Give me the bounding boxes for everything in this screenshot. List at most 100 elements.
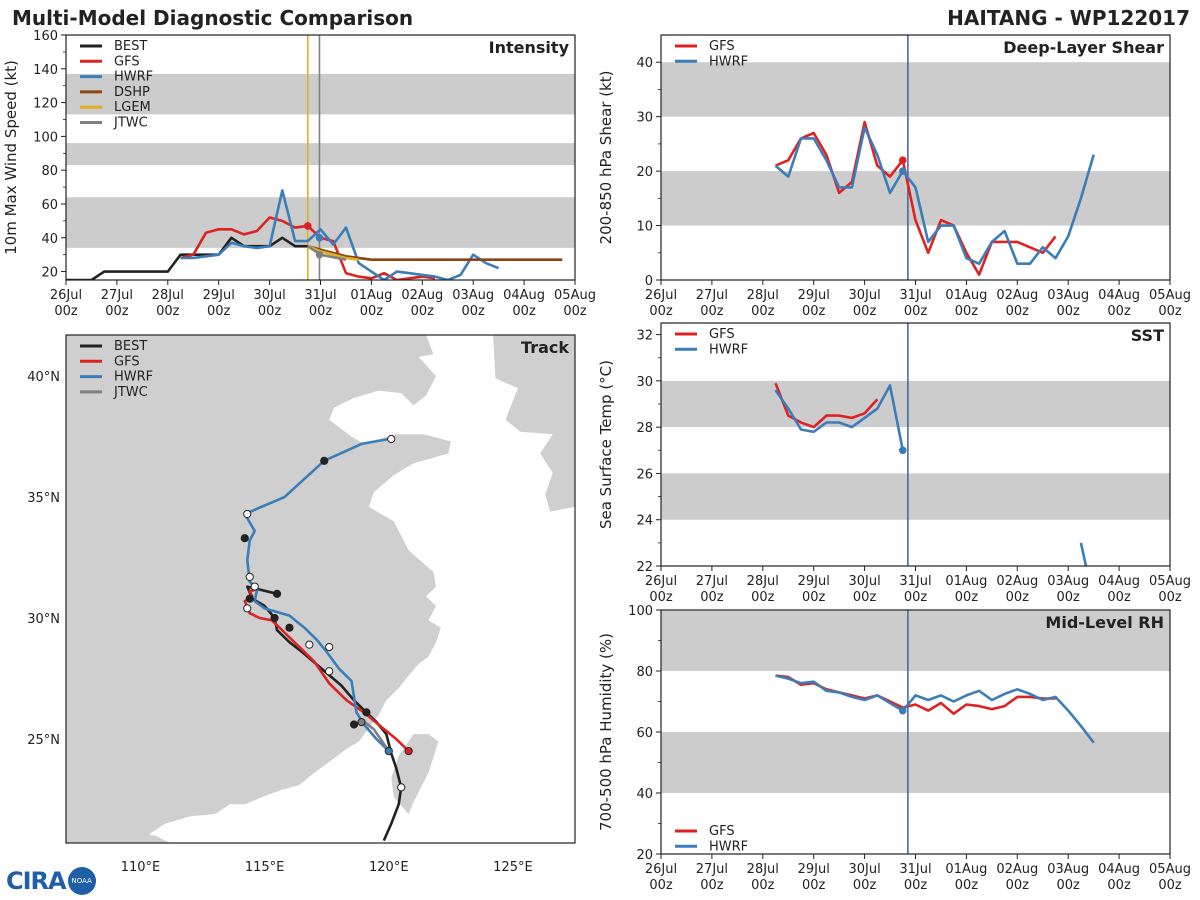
- intensity-xtick-date: 28Jul: [152, 288, 184, 303]
- rh-xtick-hour: 00z: [751, 878, 775, 893]
- track-position-dot: [349, 720, 359, 729]
- rh-xtick-date: 26Jul: [645, 862, 677, 877]
- intensity-series-best: [66, 236, 308, 280]
- rh-xtick-hour: 00z: [649, 878, 673, 893]
- shear-xtick-date: 04Aug: [1098, 288, 1140, 303]
- shear-xtick-date: 30Jul: [848, 288, 880, 303]
- shear-xtick-hour: 00z: [802, 304, 826, 319]
- shear-xtick-hour: 00z: [853, 304, 877, 319]
- legend-label-jtwc: JTWC: [113, 116, 148, 131]
- rh-xtick-date: 01Aug: [945, 862, 987, 877]
- rh-panel: 2040608010026Jul00z27Jul00z28Jul00z29Jul…: [597, 604, 1191, 893]
- intensity-ylabel: 10m Max Wind Speed (kt): [2, 60, 20, 255]
- intensity-xtick-hour: 00z: [207, 304, 231, 319]
- intensity-xtick-date: 02Aug: [401, 288, 443, 303]
- intensity-series-lgem: [307, 244, 359, 261]
- intensity-xtick-hour: 00z: [258, 304, 282, 319]
- intensity-xtick-hour: 00z: [512, 304, 536, 319]
- rh-band: [661, 610, 1170, 671]
- intensity-band: [66, 143, 575, 166]
- shear-xtick-hour: 00z: [1107, 304, 1131, 319]
- sst-panel: 22242628303226Jul00z27Jul00z28Jul00z29Ju…: [597, 322, 1191, 605]
- track-position-dot: [362, 708, 371, 717]
- rh-xtick-date: 05Aug: [1149, 862, 1191, 877]
- rh-xtick-hour: 00z: [1006, 878, 1030, 893]
- shear-ytick-label: 10: [636, 220, 653, 235]
- rh-ytick-label: 20: [636, 848, 653, 863]
- intensity-xtick-hour: 00z: [156, 304, 180, 319]
- intensity-xtick-date: 31Jul: [304, 288, 336, 303]
- shear-series-group: [774, 120, 1095, 276]
- sst-ylabel: Sea Surface Temp (°C): [597, 360, 615, 529]
- rh-series-group: [775, 674, 1095, 744]
- track-position-dot: [325, 642, 334, 652]
- shear-ylabel: 200-850 hPa Shear (kt): [597, 71, 615, 245]
- shear-xtick-hour: 00z: [904, 304, 928, 319]
- track-panel: 110°E 115°E 120°E 125°E 25°N 30°N 35°N 40°N Trac…: [27, 334, 576, 875]
- intensity-ytick-label: 100: [33, 130, 58, 145]
- rh-xtick-date: 27Jul: [696, 862, 728, 877]
- sst-ytick-label: 26: [636, 467, 653, 482]
- legend-label-hwrf: HWRF: [709, 54, 748, 69]
- intensity-ytick-label: 20: [41, 266, 58, 281]
- rh-xtick-hour: 00z: [1057, 878, 1081, 893]
- rh-xtick-date: 29Jul: [798, 862, 830, 877]
- sst-xtick-hour: 00z: [1107, 590, 1131, 605]
- shear-panel: 01020304026Jul00z27Jul00z28Jul00z29Jul00…: [597, 34, 1191, 319]
- shear-xtick-date: 26Jul: [645, 288, 677, 303]
- noaa-badge: NOAA: [67, 867, 96, 895]
- legend-label-jtwc: JTWC: [113, 385, 148, 400]
- sst-ytick-label: 22: [636, 560, 653, 575]
- legend-label-gfs: GFS: [114, 54, 140, 69]
- shear-xtick-date: 03Aug: [1047, 288, 1089, 303]
- rh-xtick-hour: 00z: [1158, 878, 1182, 893]
- track-hwrf: [243, 437, 390, 753]
- hainan-landmass: [105, 833, 171, 843]
- track-lat-label: 25°N: [27, 733, 60, 748]
- rh-xtick-date: 04Aug: [1098, 862, 1140, 877]
- panels-layer: 2040608010012014016026Jul00z27Jul00z28Ju…: [2, 29, 1191, 893]
- track-lat-label: 35°N: [27, 491, 60, 506]
- intensity-band: [66, 73, 575, 115]
- rh-xtick-date: 31Jul: [899, 862, 931, 877]
- sst-title: SST: [1131, 326, 1164, 345]
- sst-xtick-date: 29Jul: [798, 574, 830, 589]
- track-position-dot: [270, 613, 279, 623]
- intensity-ytick-label: 60: [41, 198, 58, 213]
- shear-xtick-date: 29Jul: [798, 288, 830, 303]
- sst-xtick-hour: 00z: [1057, 590, 1081, 605]
- shear-ytick-label: 20: [636, 165, 653, 180]
- sst-xtick-hour: 00z: [700, 590, 724, 605]
- intensity-ytick-label: 40: [41, 232, 58, 247]
- intensity-xtick-date: 27Jul: [101, 288, 133, 303]
- rh-xtick-hour: 00z: [700, 878, 724, 893]
- shear-xtick-hour: 00z: [1158, 304, 1182, 319]
- sst-marker-hwrf: [898, 446, 907, 455]
- shear-ytick-label: 30: [636, 111, 653, 126]
- cira-logo: CIRA NOAA: [6, 866, 96, 896]
- intensity-title: Intensity: [489, 38, 570, 57]
- shear-title: Deep-Layer Shear: [1003, 38, 1164, 57]
- intensity-xtick-date: 26Jul: [50, 288, 82, 303]
- sst-xtick-hour: 00z: [1006, 590, 1030, 605]
- shear-series-hwrf: [774, 126, 1095, 266]
- intensity-ytick-label: 160: [33, 29, 58, 44]
- rh-xtick-date: 28Jul: [747, 862, 779, 877]
- track-lon-label: 110°E: [121, 860, 161, 875]
- shear-xtick-hour: 00z: [649, 304, 673, 319]
- rh-xtick-date: 30Jul: [848, 862, 880, 877]
- track-position-dot: [305, 640, 314, 649]
- intensity-series-group: [66, 189, 563, 280]
- sst-xtick-hour: 00z: [1158, 590, 1182, 605]
- track-position-dot: [325, 667, 334, 676]
- sst-xtick-date: 31Jul: [899, 574, 931, 589]
- shear-marker-hwrf: [898, 167, 907, 175]
- shear-marker-gfs: [898, 156, 907, 165]
- shear-xtick-date: 01Aug: [945, 288, 987, 303]
- intensity-ytick-label: 80: [41, 164, 58, 179]
- intensity-xtick-date: 05Aug: [554, 288, 596, 303]
- rh-xtick-hour: 00z: [955, 878, 979, 893]
- storm-name: HAITANG - WP122017: [947, 6, 1190, 30]
- logo-text: CIRA: [6, 867, 67, 895]
- track-position-dot: [404, 746, 413, 756]
